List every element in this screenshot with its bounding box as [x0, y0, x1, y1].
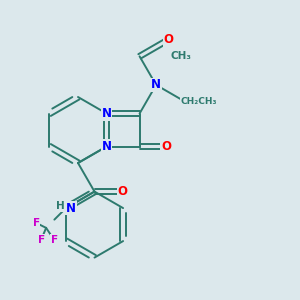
- Text: N: N: [102, 140, 112, 153]
- Text: N: N: [66, 202, 76, 214]
- Text: F: F: [33, 218, 40, 228]
- Text: F: F: [38, 235, 45, 245]
- Text: N: N: [151, 78, 161, 92]
- Text: H: H: [56, 201, 64, 211]
- Text: O: O: [163, 33, 173, 46]
- Text: N: N: [102, 107, 112, 120]
- Text: CH₂CH₃: CH₂CH₃: [180, 97, 217, 106]
- Text: O: O: [118, 185, 128, 198]
- Text: F: F: [51, 235, 58, 245]
- Text: CH₃: CH₃: [170, 51, 191, 61]
- Text: O: O: [161, 140, 171, 153]
